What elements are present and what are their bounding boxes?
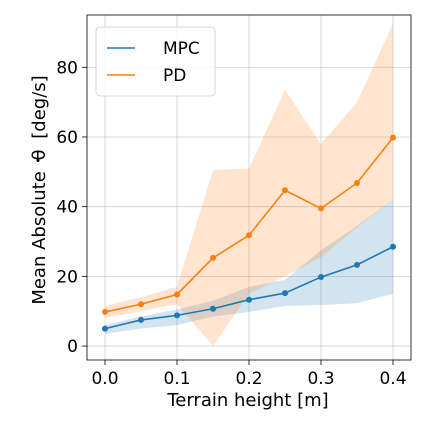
point-mpc: [138, 316, 144, 323]
point-mpc: [210, 305, 216, 312]
point-mpc: [354, 261, 360, 268]
y-axis-label: Mean Absolute θ [deg/s]: [29, 75, 50, 304]
y-tick-label: 60: [56, 128, 78, 148]
x-axis-label: Terrain height [m]: [166, 390, 328, 411]
y-tick-label: 20: [56, 267, 78, 287]
x-axis-ticks: 0.0 0.1 0.2 0.3 0.4: [91, 360, 407, 389]
point-pd: [174, 291, 180, 298]
point-mpc: [102, 325, 108, 332]
point-pd: [102, 308, 108, 315]
uncertainty-bands: [105, 23, 393, 347]
point-mpc: [174, 312, 180, 319]
y-axis-label-text: Mean Absolute: [29, 171, 50, 304]
band-mpc: [105, 199, 393, 334]
y-tick-label: 80: [56, 58, 78, 78]
y-tick-label: 40: [56, 198, 78, 218]
point-pd: [246, 232, 252, 239]
point-pd: [318, 205, 324, 212]
y-axis-label-unit: [deg/s]: [29, 75, 50, 138]
point-mpc: [390, 243, 396, 250]
point-mpc: [318, 274, 324, 281]
y-axis-label-symbol: θ: [29, 149, 50, 160]
y-axis-ticks: 0 20 40 60 80: [56, 58, 87, 357]
y-tick-label: 0: [67, 337, 78, 357]
x-tick-label: 0.3: [307, 369, 334, 389]
x-tick-label: 0.4: [379, 369, 406, 389]
point-pd: [390, 134, 396, 141]
band-pd: [105, 23, 393, 347]
legend-label-mpc: MPC: [163, 39, 200, 59]
point-mpc: [282, 290, 288, 297]
series-points: [102, 134, 396, 332]
x-tick-label: 0.0: [91, 369, 118, 389]
point-pd: [354, 179, 360, 186]
point-mpc: [246, 296, 252, 303]
point-pd: [138, 301, 144, 308]
legend-box: [95, 26, 216, 97]
x-tick-label: 0.1: [163, 369, 190, 389]
legend: MPC PD: [95, 26, 216, 97]
x-tick-label: 0.2: [235, 369, 262, 389]
point-pd: [282, 187, 288, 194]
point-pd: [210, 254, 216, 261]
y-axis-label-dot-accent: [36, 159, 40, 162]
legend-label-pd: PD: [163, 66, 186, 86]
